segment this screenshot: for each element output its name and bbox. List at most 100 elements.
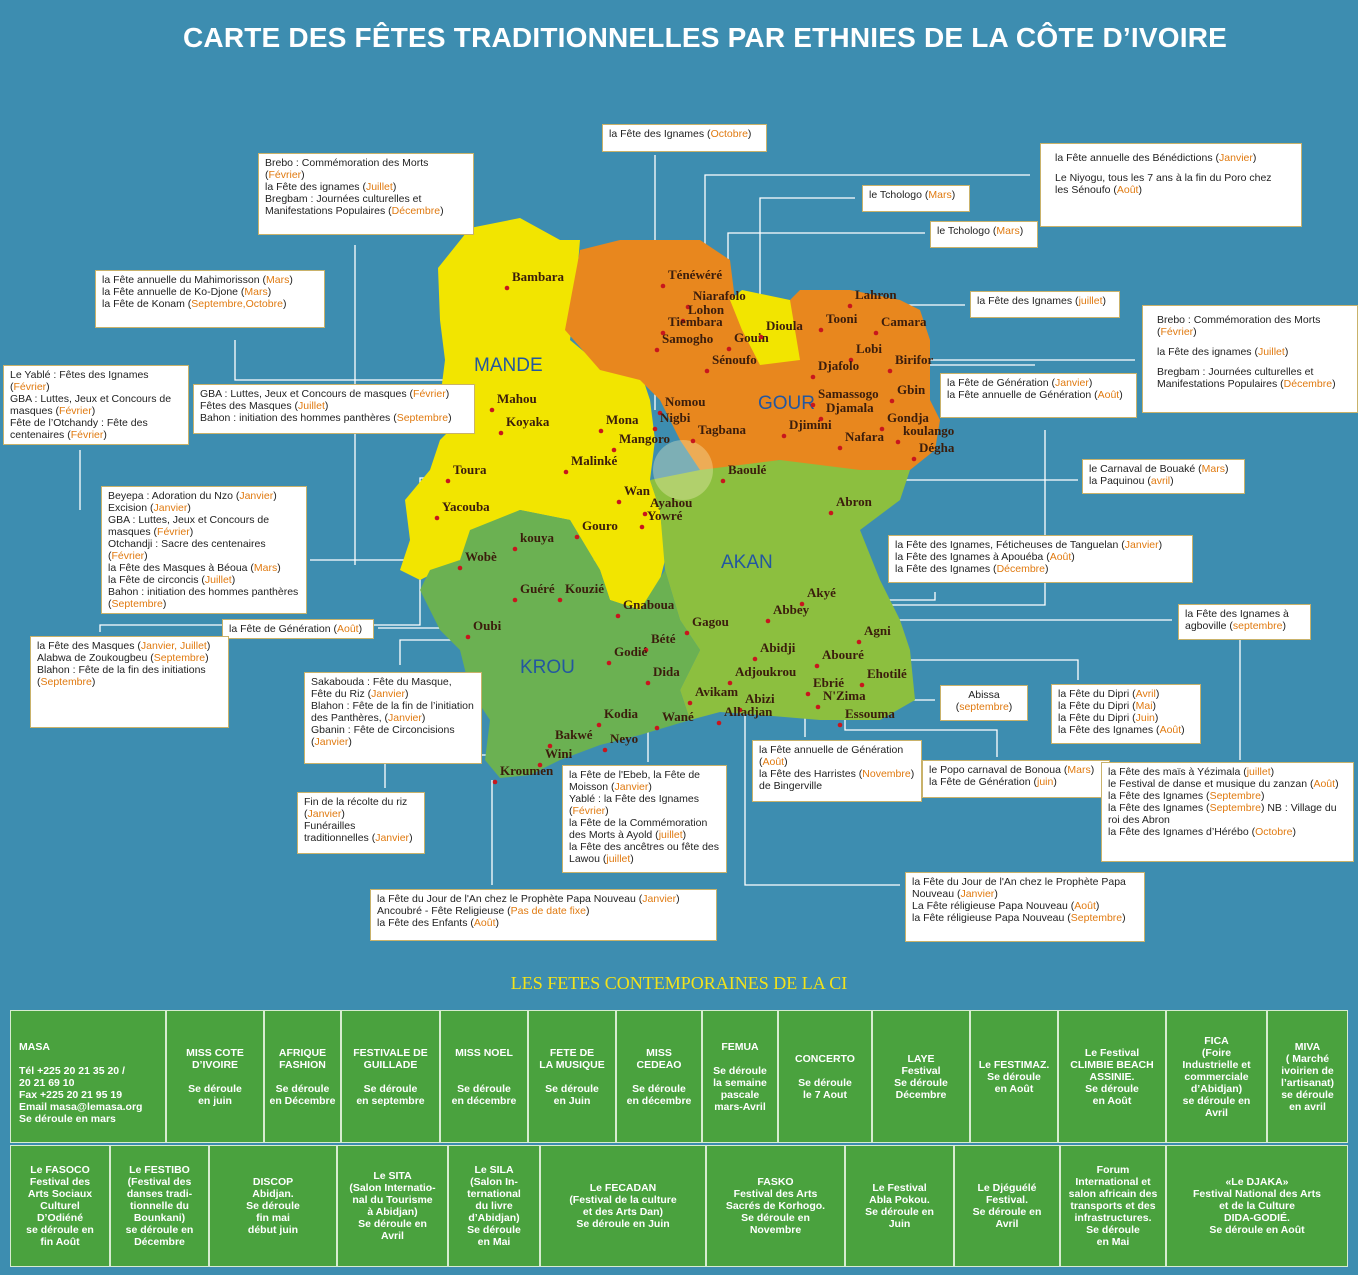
festival-text: Brebo : Commémoration des Morts (: [265, 157, 429, 181]
festival-entry: la Fête réligieuse Papa Nouveau (Septemb…: [912, 912, 1138, 924]
group-label: Koyaka: [506, 414, 550, 429]
group-dot: [856, 639, 862, 645]
group-label: Mona: [606, 412, 639, 427]
group-label: Abizi: [745, 691, 775, 706]
festival-month: Mars: [266, 274, 290, 286]
festival-text: ): [784, 756, 788, 768]
festival-text: Bahon : initiation des hommes panthères …: [200, 412, 397, 424]
festival-entry: la Fête de Konam (Septembre,Octobre): [102, 298, 318, 310]
festival-box: la Fête des Ignames à agboville (septemb…: [1178, 604, 1311, 640]
festival-month: Août: [762, 756, 785, 768]
festival-entry: la Fête des Masques à Béoua (Mars): [108, 562, 300, 574]
festival-text: ): [1088, 377, 1093, 389]
group-label: Kodia: [604, 706, 638, 721]
festival-month: juin: [1036, 776, 1054, 788]
festival-month: Janvier: [614, 781, 649, 793]
group-dot: [654, 725, 660, 731]
group-label: Ayahou: [650, 495, 692, 510]
group-label: Lahron: [855, 287, 897, 302]
festival-text: la Fête réligieuse Papa Nouveau (: [912, 912, 1071, 924]
festival-text: ): [1122, 912, 1126, 924]
group-label: Kouzié: [565, 581, 604, 596]
festival-entry: la Fête annuelle du Mahimorisson (Mars): [102, 274, 318, 286]
festival-text: la Fête de Génération (: [229, 623, 337, 635]
festival-month: Novembre: [862, 768, 911, 780]
festival-text: GBA : Luttes, Jeux et Concours de masque…: [10, 393, 172, 417]
festival-text: ): [1252, 152, 1257, 164]
festival-month: Janvier: [388, 712, 422, 724]
group-dot: [859, 682, 865, 688]
festival-text: ): [1155, 688, 1160, 700]
festival-entry: le Festival de danse et musique du zanza…: [1108, 778, 1347, 790]
group-dot: [828, 510, 834, 516]
festival-month: Janvier: [239, 490, 274, 502]
festival-entry: la Fête des Ignames (Août): [1058, 724, 1194, 736]
festival-month: Juin: [1135, 712, 1155, 724]
group-label: Wobè: [465, 549, 497, 564]
festival-entry: Bahon : initiation des hommes panthères …: [200, 412, 468, 424]
festival-month: juillet: [606, 853, 631, 865]
group-dot: [752, 656, 758, 662]
group-dot: [512, 546, 518, 552]
group-dot: [457, 565, 463, 571]
festival-text: la Fête des maïs à Yézimala (: [1108, 766, 1247, 778]
festival-text: ): [1102, 295, 1107, 307]
festival-box: la Fête de Génération (Août): [222, 619, 374, 639]
festival-text: la Fête des Ignames à Apouéba (: [895, 551, 1050, 563]
festival-box: la Fête des Masques (Janvier, Juillet) Al…: [30, 636, 229, 728]
festival-box: le Tchologo (Mars): [862, 185, 970, 212]
festival-box: Brebo : Commémoration des Morts (Février…: [1142, 305, 1358, 413]
festival-text: la Fête des Ignames (: [1108, 802, 1210, 814]
festival-entry: Fête de l’Otchandy : Fête des centenaire…: [10, 417, 182, 441]
festival-text: la Fête des Masques à Béoua (: [108, 562, 254, 574]
festival-entry: Le Yablé : Fêtes des Ignames (Février): [10, 369, 182, 393]
festival-entry: Bahon : initiation des hommes panthères …: [108, 586, 300, 610]
festival-text: ): [630, 853, 634, 865]
festival-entry: la Fête des Ignames (juillet): [977, 295, 1113, 307]
festival-text: ): [162, 598, 167, 610]
festival-cell: «Le DJAKA» Festival National des Arts et…: [1166, 1145, 1348, 1267]
festival-text: la Fête de l'Ebeb, la Fête de Moisson (: [569, 769, 701, 793]
festival-box: Beyepa : Adoration du Nzo (Janvier) Excis…: [101, 486, 307, 614]
festival-month: Septembre: [40, 676, 92, 688]
group-dot: [445, 478, 451, 484]
festival-text: la Fête annuelle de Génération (: [759, 744, 904, 768]
festival-text: ): [324, 400, 329, 412]
festival-text: ): [1095, 900, 1100, 912]
festival-entry: Excision (Janvier): [108, 502, 300, 514]
festival-entry: Le Niyogu, tous les 7 ans à la fin du Po…: [1055, 172, 1287, 196]
group-label: Gagou: [692, 614, 729, 629]
festival-text: ): [46, 381, 50, 393]
festival-month: Février: [157, 526, 190, 538]
group-dot: [805, 691, 811, 697]
group-dot: [818, 327, 824, 333]
group-label: Tagbana: [698, 422, 746, 437]
festival-month: Mars: [253, 562, 278, 574]
festival-entry: la Fête des Ignames (Septembre): [1108, 790, 1347, 802]
festival-text: ): [91, 676, 96, 688]
festival-text: ): [421, 712, 426, 724]
festival-month: Janvier: [960, 888, 995, 900]
festival-cell: FASKO Festival des Arts Sacrés de Korhog…: [706, 1145, 845, 1267]
region-krou: [420, 510, 700, 778]
festival-text: ): [448, 412, 452, 424]
festival-text: la Fête des Ignames (: [1108, 790, 1210, 802]
group-dot: [596, 722, 602, 728]
festival-month: Mars: [928, 189, 952, 201]
festival-entry: Blahon : Fête de la fin de l’initiation …: [311, 700, 475, 724]
festival-text: la Fête de circoncis (: [108, 574, 205, 586]
festival-text: ) de Bingerville: [759, 768, 915, 792]
festival-text: Le Niyogu, tous les 7 ans à la fin du Po…: [1055, 172, 1272, 196]
group-label: Baoulé: [728, 462, 767, 477]
festival-text: la Fête des Ignames (: [895, 563, 997, 575]
group-label: Nomou: [665, 394, 705, 409]
festival-text: la Paquinou (: [1089, 475, 1151, 487]
festival-text: ): [348, 736, 352, 748]
group-label: Abouré: [822, 647, 864, 662]
festival-text: ): [187, 502, 191, 514]
region-akan: [650, 460, 915, 720]
group-label: Samogho: [662, 331, 713, 346]
festival-text: la Fête des Harristes (: [759, 768, 863, 780]
festival-entry: la Fête de Génération (juin): [929, 776, 1103, 788]
festival-cell: Le FECADAN (Festival de la culture et de…: [540, 1145, 706, 1267]
